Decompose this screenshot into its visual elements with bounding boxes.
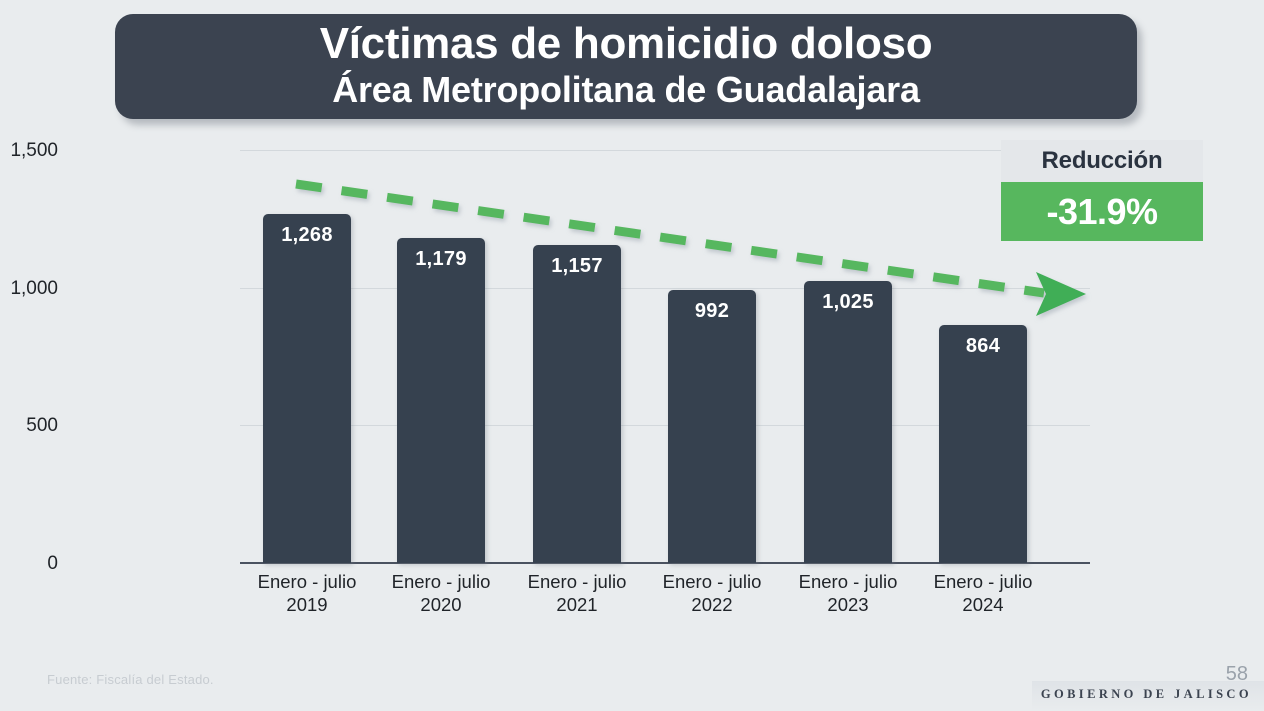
x-axis-label-2024: Enero - julio 2024 <box>903 570 1063 616</box>
gridline-500 <box>240 425 1090 427</box>
x-axis-label-2024-line2: 2024 <box>962 594 1004 615</box>
x-axis-label-2019-line1: Enero - julio <box>257 571 357 592</box>
reduction-value-box: -31.9% <box>1001 182 1203 241</box>
y-axis-tick-1500: 1,500 <box>10 140 58 161</box>
x-axis-label-2022-line2: 2022 <box>691 594 733 615</box>
bar-value-2022: 992 <box>694 299 730 322</box>
bar-2023[interactable]: 1,025 <box>804 280 892 563</box>
bar-slot-2024: 864 <box>916 150 1050 563</box>
reduction-label: Reducción <box>1041 147 1163 174</box>
x-axis-label-2024-line1: Enero - julio <box>933 571 1033 592</box>
y-axis-tick-500: 500 <box>26 415 58 437</box>
y-axis-tick-0: 0 <box>47 553 58 574</box>
page-title: Víctimas de homicidio doloso <box>319 18 933 68</box>
bar-value-2024: 864 <box>965 335 1001 358</box>
bar-slot-2020: 1,179 <box>374 150 508 563</box>
bar-slot-2022: 992 <box>645 150 779 563</box>
reduction-value: -31.9% <box>1046 190 1158 232</box>
x-axis-label-2023: Enero - julio 2023 <box>768 570 928 616</box>
x-axis-label-2023-line1: Enero - julio <box>798 571 898 592</box>
x-axis-label-2022: Enero - julio 2022 <box>632 570 792 616</box>
bar-2024[interactable]: 864 <box>939 325 1027 563</box>
bar-value-2019: 1,268 <box>281 223 333 246</box>
x-axis-label-2021-line1: Enero - julio <box>527 571 627 592</box>
y-axis-tick-1000: 1,000 <box>10 277 58 299</box>
reduction-callout: Reducción -31.9% <box>1001 140 1203 241</box>
x-axis-label-2019: Enero - julio 2019 <box>227 570 387 616</box>
brand-bar <box>1032 681 1264 711</box>
bar-slot-2023: 1,025 <box>781 150 915 563</box>
bar-series: 1,268 1,179 1,157 992 1,025 864 <box>240 150 1090 615</box>
bar-2020[interactable]: 1,179 <box>397 238 485 563</box>
bar-slot-2021: 1,157 <box>510 150 644 563</box>
bar-2022[interactable]: 992 <box>668 289 756 563</box>
bar-value-2023: 1,025 <box>822 290 874 313</box>
page-subtitle: Área Metropolitana de Guadalajara <box>332 68 920 110</box>
bar-value-2020: 1,179 <box>415 248 467 271</box>
x-axis-label-2023-line2: 2023 <box>827 594 869 615</box>
reduction-label-box: Reducción <box>1001 140 1203 182</box>
page-number: 58 <box>1225 663 1248 685</box>
x-axis-label-2021: Enero - julio 2021 <box>497 570 657 616</box>
bar-value-2021: 1,157 <box>551 254 603 277</box>
bar-2021[interactable]: 1,157 <box>533 244 621 563</box>
x-axis-label-2022-line1: Enero - julio <box>662 571 762 592</box>
gridline-1500 <box>240 150 1090 151</box>
slide-title-box: Víctimas de homicidio doloso Área Metrop… <box>115 14 1137 119</box>
x-axis-label-2020: Enero - julio 2020 <box>361 570 521 616</box>
bar-2019[interactable]: 1,268 <box>263 213 351 563</box>
source-note: Fuente: Fiscalía del Estado. <box>47 672 214 687</box>
x-axis-label-2019-line2: 2019 <box>286 594 328 615</box>
x-axis-label-2020-line1: Enero - julio <box>391 571 491 592</box>
x-axis-label-2021-line2: 2021 <box>556 594 598 615</box>
x-axis-line <box>240 562 1090 564</box>
brand-wordmark: GOBIERNO DE JALISCO <box>1040 687 1252 701</box>
x-axis-label-2020-line2: 2020 <box>420 594 462 615</box>
bar-slot-2019: 1,268 <box>240 150 374 563</box>
